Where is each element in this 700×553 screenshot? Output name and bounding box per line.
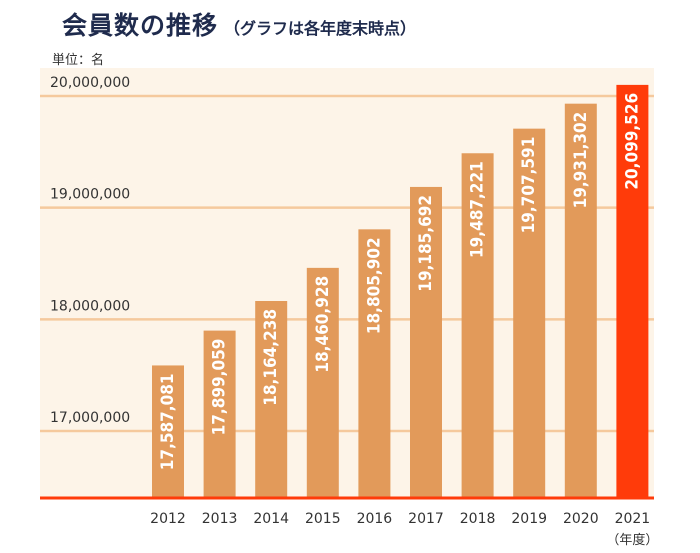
bar-2019 — [513, 128, 546, 498]
bar-value-label: 17,587,081 — [158, 373, 178, 470]
x-tick-label: 2018 — [460, 511, 496, 527]
bar-value-label: 18,164,238 — [261, 309, 281, 406]
x-tick-label: 2015 — [305, 511, 341, 527]
chart-subtitle: （グラフは各年度末時点） — [224, 19, 417, 38]
bar-2015 — [306, 267, 339, 498]
plot-background — [40, 68, 654, 498]
chart-title-block: 会員数の推移 （グラフは各年度末時点） — [62, 6, 416, 42]
x-tick-label: 2021 — [615, 511, 651, 527]
bar-value-label: 19,487,221 — [468, 161, 488, 258]
bar-value-label: 17,899,059 — [210, 339, 230, 436]
bar-value-label: 19,931,302 — [571, 112, 591, 209]
y-tick-label: 19,000,000 — [50, 187, 130, 203]
chart-title: 会員数の推移 — [62, 11, 219, 40]
bar-2017 — [410, 186, 442, 498]
bar-2012 — [152, 365, 184, 498]
bar-2018 — [461, 153, 494, 498]
bar-value-label: 19,185,692 — [416, 195, 436, 292]
y-tick-label: 17,000,000 — [50, 410, 130, 426]
x-tick-label: 2013 — [202, 511, 238, 527]
x-tick-label: 2017 — [408, 511, 444, 527]
bar-2013 — [203, 330, 236, 498]
x-tick-label: 2012 — [150, 511, 186, 527]
y-tick-label: 18,000,000 — [50, 298, 130, 314]
bar-2016 — [358, 229, 391, 498]
x-tick-label: 2014 — [253, 511, 289, 527]
x-tick-label: 2019 — [511, 511, 547, 527]
unit-label: 単位：名 — [52, 53, 105, 68]
x-tick-label: 2016 — [357, 511, 393, 527]
bar-2021 — [616, 84, 649, 498]
bar-2014 — [255, 300, 288, 498]
bar-2020 — [564, 103, 597, 499]
bar-value-label: 19,707,591 — [519, 137, 539, 234]
bar-value-label: 20,099,526 — [622, 93, 642, 190]
bar-value-label: 18,460,928 — [313, 276, 333, 373]
bar-value-label: 18,805,902 — [364, 237, 384, 334]
y-tick-label: 20,000,000 — [50, 75, 130, 91]
x-unit-label: （年度） — [606, 532, 658, 548]
x-tick-label: 2020 — [563, 511, 599, 527]
